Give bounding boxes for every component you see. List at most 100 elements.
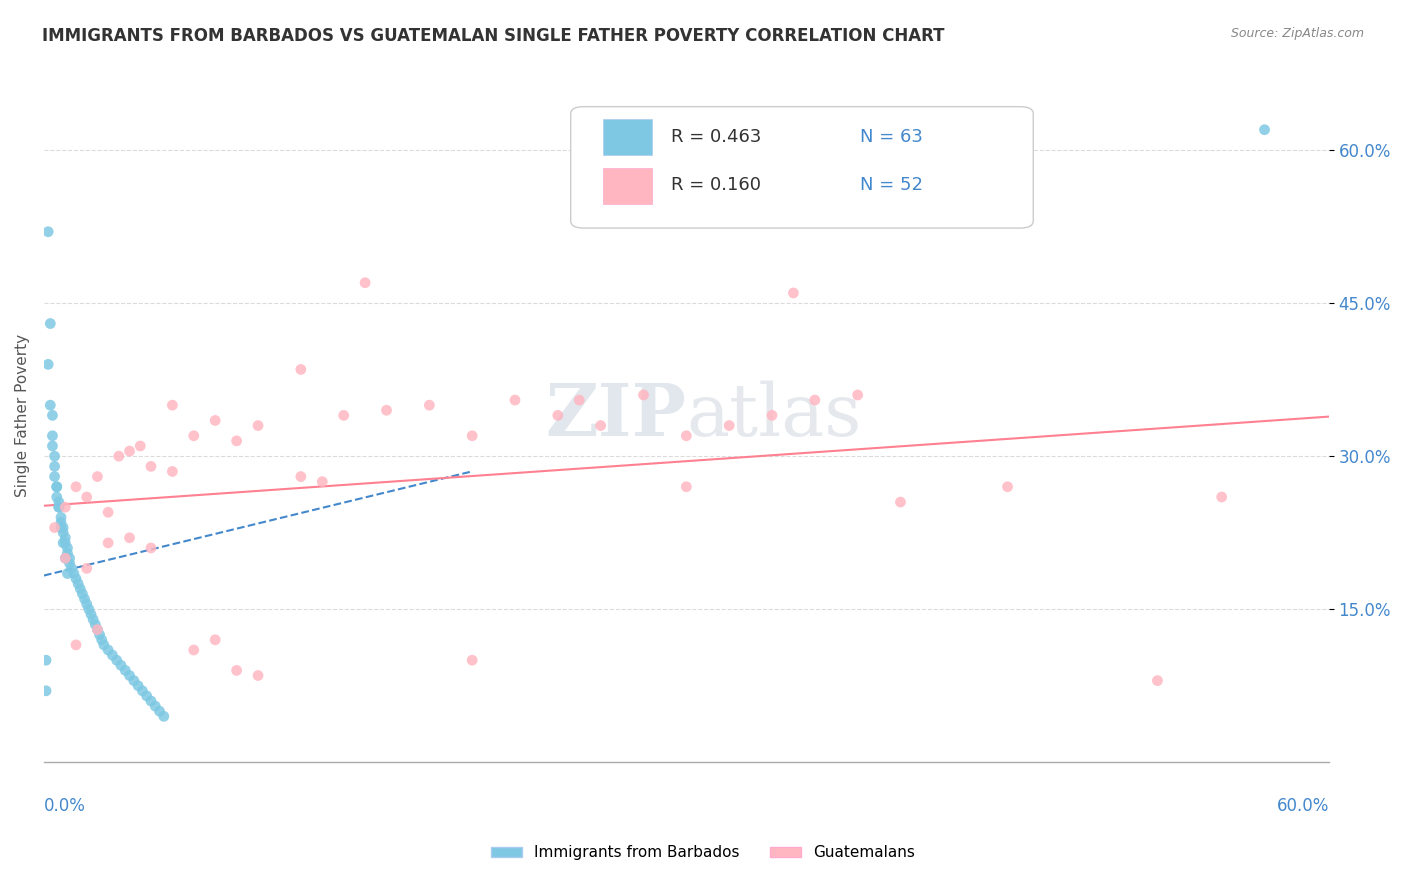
Point [44, 459, 66, 474]
Point [135, 689, 157, 703]
Point [73, 592, 96, 607]
FancyBboxPatch shape [603, 168, 651, 203]
Text: IMMIGRANTS FROM BARBADOS VS GUATEMALAN SINGLE FATHER POVERTY CORRELATION CHART: IMMIGRANTS FROM BARBADOS VS GUATEMALAN S… [42, 27, 945, 45]
Point [41, 409, 63, 423]
Point [225, 434, 247, 448]
Point [889, 495, 911, 509]
Point [418, 398, 440, 412]
Point [48, 500, 70, 515]
Point [354, 276, 377, 290]
Point [311, 475, 333, 489]
Point [118, 531, 141, 545]
Point [153, 709, 176, 723]
Point [49, 516, 72, 530]
Point [86, 623, 108, 637]
Point [41, 429, 63, 443]
Point [45, 480, 67, 494]
Text: N = 63: N = 63 [860, 128, 922, 145]
Point [56, 566, 79, 581]
Point [65, 638, 87, 652]
Point [76, 490, 98, 504]
Point [183, 429, 205, 443]
Point [35, 683, 58, 698]
Y-axis label: Single Father Poverty: Single Father Poverty [15, 334, 30, 497]
Point [101, 648, 124, 662]
Point [675, 480, 697, 494]
Point [76, 561, 98, 575]
Point [718, 418, 741, 433]
Point [139, 459, 162, 474]
Point [127, 679, 149, 693]
Point [49, 510, 72, 524]
Point [84, 617, 107, 632]
Point [332, 409, 354, 423]
Point [110, 658, 132, 673]
Point [60, 561, 83, 575]
Point [108, 449, 131, 463]
FancyBboxPatch shape [571, 107, 1033, 228]
FancyBboxPatch shape [603, 120, 651, 155]
Text: N = 52: N = 52 [860, 176, 922, 194]
Point [48, 500, 70, 515]
Point [65, 572, 87, 586]
Point [97, 505, 120, 519]
Point [45, 490, 67, 504]
Text: R = 0.160: R = 0.160 [671, 176, 761, 194]
Point [77, 602, 100, 616]
Point [761, 409, 783, 423]
Point [72, 587, 94, 601]
Point [45, 480, 67, 494]
Point [35, 653, 58, 667]
Text: 60.0%: 60.0% [1277, 797, 1329, 815]
Point [122, 673, 145, 688]
Point [148, 704, 170, 718]
Point [58, 551, 80, 566]
Point [97, 643, 120, 657]
Point [139, 694, 162, 708]
Point [63, 566, 86, 581]
Point [56, 546, 79, 560]
Point [804, 393, 827, 408]
Point [52, 525, 75, 540]
Point [44, 469, 66, 483]
Point [69, 582, 91, 596]
Point [53, 551, 76, 566]
Point [461, 429, 484, 443]
Point [846, 388, 869, 402]
Point [41, 439, 63, 453]
Point [39, 317, 62, 331]
Point [568, 393, 591, 408]
Point [503, 393, 526, 408]
Point [225, 664, 247, 678]
Point [118, 668, 141, 682]
Point [37, 357, 59, 371]
Point [39, 398, 62, 412]
Legend: Immigrants from Barbados, Guatemalans: Immigrants from Barbados, Guatemalans [485, 839, 921, 866]
Point [44, 520, 66, 534]
Point [247, 418, 270, 433]
Point [143, 699, 166, 714]
Point [290, 362, 312, 376]
Point [782, 285, 804, 300]
Text: 0.0%: 0.0% [44, 797, 86, 815]
Point [48, 495, 70, 509]
Point [375, 403, 398, 417]
Point [183, 643, 205, 657]
Point [1211, 490, 1233, 504]
Point [93, 638, 115, 652]
Point [247, 668, 270, 682]
Text: atlas: atlas [686, 380, 862, 450]
Point [76, 597, 98, 611]
Point [65, 480, 87, 494]
Point [53, 551, 76, 566]
Point [633, 388, 655, 402]
Point [162, 398, 184, 412]
Point [997, 480, 1019, 494]
Text: R = 0.463: R = 0.463 [671, 128, 761, 145]
Text: Source: ZipAtlas.com: Source: ZipAtlas.com [1230, 27, 1364, 40]
Point [37, 225, 59, 239]
Point [44, 449, 66, 463]
Point [131, 683, 153, 698]
Point [53, 531, 76, 545]
Point [86, 469, 108, 483]
